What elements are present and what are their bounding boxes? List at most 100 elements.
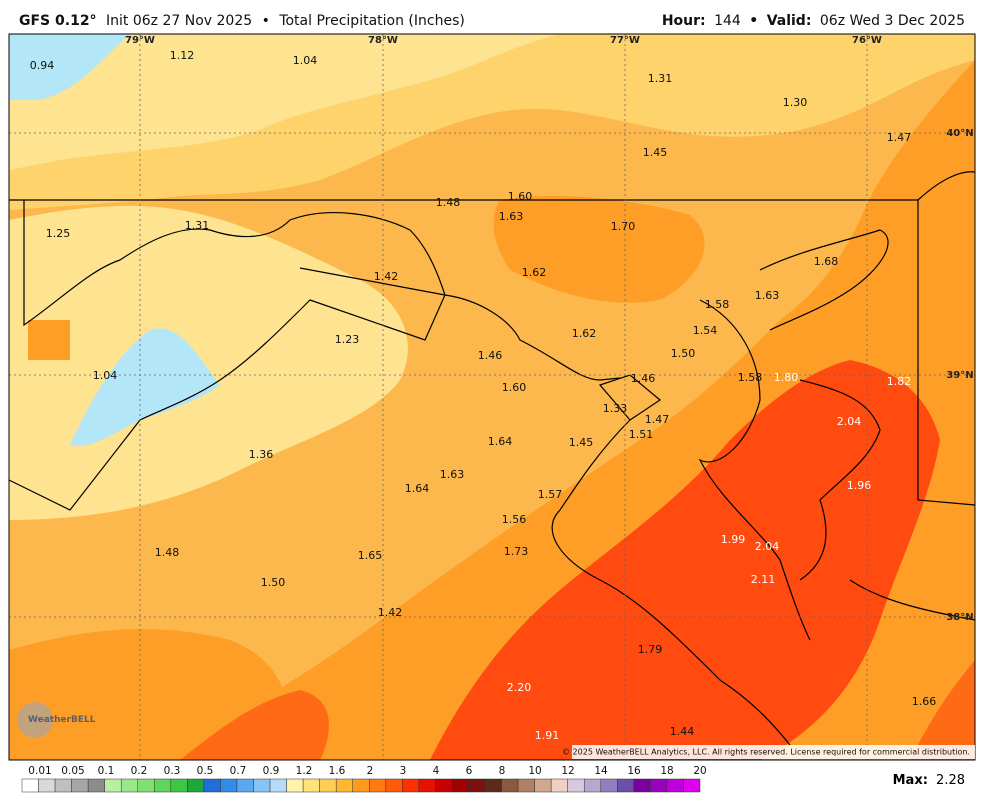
- point-label: 1.46: [631, 372, 656, 385]
- valid-label: Valid:: [767, 13, 812, 29]
- bay-shore: [759, 229, 889, 331]
- point-label: 1.54: [693, 324, 718, 337]
- field-orange: [9, 629, 288, 760]
- colorbar-swatch: [286, 778, 304, 793]
- state-border: [9, 267, 446, 511]
- colorbar-swatch: [583, 778, 602, 793]
- coast: [849, 579, 975, 621]
- state-border: [917, 171, 975, 201]
- colorbar-swatch: [666, 778, 684, 793]
- longitude-label: 76°W: [852, 35, 882, 46]
- colorbar-label: 0.2: [131, 765, 148, 777]
- colorbar-swatch: [550, 778, 568, 793]
- point-label: 1.04: [93, 369, 118, 382]
- longitude-label: 77°W: [610, 35, 640, 46]
- colorbar-swatch: [236, 778, 254, 793]
- field-pale: [9, 34, 560, 170]
- boundaries: [9, 171, 975, 746]
- point-label: 1.63: [499, 210, 524, 223]
- point-label: 2.04: [755, 540, 780, 553]
- field-blue: [9, 34, 130, 100]
- point-label: 1.42: [378, 606, 403, 619]
- colorbar-swatch: [501, 778, 519, 793]
- point-label: 0.94: [30, 59, 55, 72]
- dc-border: [598, 374, 662, 421]
- point-label: 1.48: [436, 196, 461, 209]
- bay-shore: [799, 379, 881, 581]
- point-label: 1.44: [670, 725, 695, 738]
- colorbar-swatch: [253, 778, 271, 793]
- colorbar-label: 1.6: [329, 765, 346, 777]
- colorbar-swatch: [451, 778, 469, 793]
- colorbar-swatch: [650, 778, 668, 793]
- point-label: 1.31: [648, 72, 673, 85]
- colorbar-swatch: [369, 778, 387, 793]
- latitude-label: 39°N: [946, 370, 973, 381]
- field-blue: [70, 328, 220, 446]
- colorbar-swatch: [54, 778, 72, 793]
- point-label: 1.25: [46, 227, 71, 240]
- colorbar-label: 0.1: [98, 765, 115, 777]
- colorbar-swatch: [335, 778, 353, 793]
- colorbar-swatch: [120, 778, 139, 793]
- header-right: Hour: 144 • Valid: 06z Wed 3 Dec 2025: [662, 13, 965, 29]
- point-label: 1.60: [502, 381, 527, 394]
- colorbar-label: 14: [594, 765, 608, 777]
- colorbar-swatch: [187, 778, 205, 793]
- point-label: 1.58: [738, 371, 763, 384]
- colorbar-label: 20: [693, 765, 706, 777]
- point-label: 1.47: [887, 131, 912, 144]
- copyright: © 2025 WeatherBELL Analytics, LLC. All r…: [562, 748, 970, 757]
- colorbar-swatch: [567, 778, 585, 793]
- colorbar-swatch: [137, 778, 155, 793]
- state-border: [23, 200, 621, 381]
- point-label: 1.60: [508, 190, 533, 203]
- field-orange: [493, 195, 705, 303]
- point-label: 1.64: [405, 482, 430, 495]
- point-label: 1.50: [261, 576, 286, 589]
- header-left: GFS 0.12° Init 06z 27 Nov 2025 • Total P…: [19, 13, 465, 29]
- field-red: [910, 660, 975, 760]
- colorbar-swatch: [468, 778, 486, 793]
- point-label: 1.47: [645, 413, 670, 426]
- field-orange: [28, 320, 70, 360]
- hour: 144: [714, 13, 741, 29]
- product: Total Precipitation (Inches): [278, 13, 465, 29]
- colorbar-label: 2: [367, 765, 374, 777]
- colorbar-swatch: [484, 778, 502, 793]
- colorbar-label: 8: [499, 765, 506, 777]
- point-label: 2.11: [751, 573, 776, 586]
- river: [551, 419, 791, 746]
- valid: 06z Wed 3 Dec 2025: [820, 13, 965, 29]
- colorbar-label: 10: [528, 765, 541, 777]
- colorbar-swatch: [71, 778, 89, 793]
- field-red: [430, 360, 940, 760]
- colorbar-swatch: [104, 778, 122, 793]
- point-label: 1.51: [629, 428, 654, 441]
- point-label: 1.64: [488, 435, 513, 448]
- colorbar-swatch: [21, 778, 39, 793]
- point-label: 1.62: [522, 266, 547, 279]
- point-label: 1.56: [502, 513, 527, 526]
- init: Init 06z 27 Nov 2025: [106, 13, 252, 29]
- point-label: 1.04: [293, 54, 318, 67]
- colorbar-label: 6: [466, 765, 473, 777]
- map-labels: 0.94 1.12 1.04 1.31 1.30 1.47 1.45 1.60 1.48 1.63…: [30, 35, 974, 742]
- model: GFS 0.12°: [19, 13, 97, 29]
- colorbar-label: 0.5: [197, 765, 214, 777]
- colorbar-swatch: [87, 778, 105, 793]
- colorbar-swatch: [402, 778, 420, 793]
- point-label: 1.45: [569, 436, 594, 449]
- point-label: 1.91: [535, 729, 560, 742]
- colorbar-swatch: [617, 778, 635, 793]
- field-pale: [9, 205, 408, 521]
- colorbar-swatch: [517, 778, 535, 793]
- point-label: 1.79: [638, 643, 663, 656]
- longitude-label: 78°W: [368, 35, 398, 46]
- colorbar-label: 0.7: [230, 765, 247, 777]
- colorbar-label: 0.05: [61, 765, 84, 777]
- colorbar-label: 16: [627, 765, 641, 777]
- max-value: 2.28: [936, 773, 965, 788]
- map-frame: [8, 33, 976, 761]
- point-label: 1.36: [249, 448, 274, 461]
